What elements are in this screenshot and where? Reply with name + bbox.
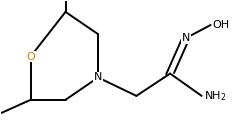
Text: N: N	[182, 33, 190, 43]
Text: NH$_2$: NH$_2$	[204, 89, 227, 103]
Text: N: N	[94, 72, 102, 83]
Text: OH: OH	[213, 20, 230, 30]
Text: O: O	[26, 51, 35, 62]
